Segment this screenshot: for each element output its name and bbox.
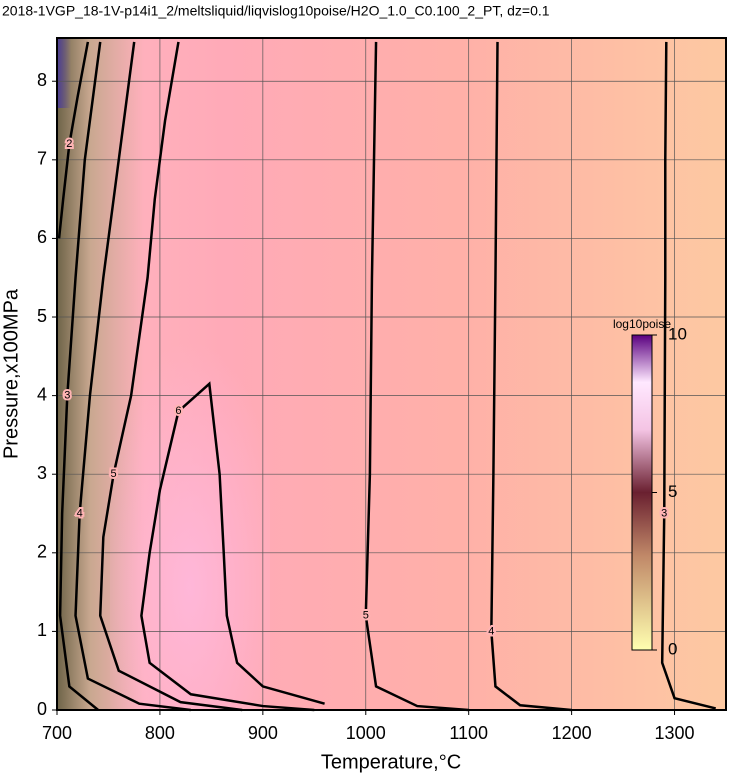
contour-line — [140, 381, 325, 712]
y-tick-label: 1 — [37, 620, 47, 640]
contour-label: 6 — [175, 405, 181, 417]
colorbar-label: log10poise — [613, 317, 671, 331]
y-tick-label: 3 — [37, 463, 47, 483]
y-tick-label: 2 — [37, 542, 47, 562]
contour-line — [57, 41, 90, 239]
x-tick-label: 1100 — [449, 723, 488, 743]
field-patch — [57, 38, 71, 108]
x-tick-label: 1300 — [655, 723, 695, 743]
x-tick-label: 900 — [248, 723, 278, 743]
plot-frame — [56, 37, 727, 711]
contour-label: 2 — [66, 138, 72, 150]
colorbar-tick-label: 0 — [668, 639, 677, 658]
colorbar — [631, 334, 653, 651]
x-tick-label: 1200 — [552, 723, 592, 743]
y-tick-label: 7 — [37, 149, 47, 169]
contour-label: 3 — [64, 390, 70, 402]
contour-label: 3 — [661, 507, 667, 519]
y-tick-label: 4 — [37, 384, 47, 404]
y-axis-label: Pressure,x100MPa — [0, 288, 22, 459]
y-tick-label: 5 — [37, 306, 47, 326]
contour-line — [660, 41, 717, 710]
contour-label: 4 — [77, 507, 83, 519]
contour-label: 5 — [363, 610, 369, 622]
x-tick-label: 1000 — [346, 723, 386, 743]
contour-line — [490, 41, 572, 712]
y-tick-label: 8 — [37, 70, 47, 90]
contour-line — [74, 41, 191, 712]
y-tick-label: 6 — [37, 227, 47, 247]
field-patch — [110, 300, 270, 710]
x-tick-label: 700 — [42, 723, 72, 743]
contour-label: 5 — [111, 468, 117, 480]
contour-label: 4 — [488, 625, 494, 637]
y-tick-label: 0 — [37, 699, 47, 719]
contour-line — [58, 41, 102, 711]
x-axis-label: Temperature,°C — [321, 751, 461, 773]
x-tick-label: 800 — [145, 723, 175, 743]
colorbar-tick-label: 10 — [668, 324, 687, 343]
contour-line — [98, 41, 243, 712]
contour-line — [364, 41, 469, 712]
chart-title: 2018-1VGP_18-1V-p14i1_2/meltsliquid/liqv… — [2, 3, 550, 19]
colorbar-tick-label: 5 — [668, 482, 677, 501]
